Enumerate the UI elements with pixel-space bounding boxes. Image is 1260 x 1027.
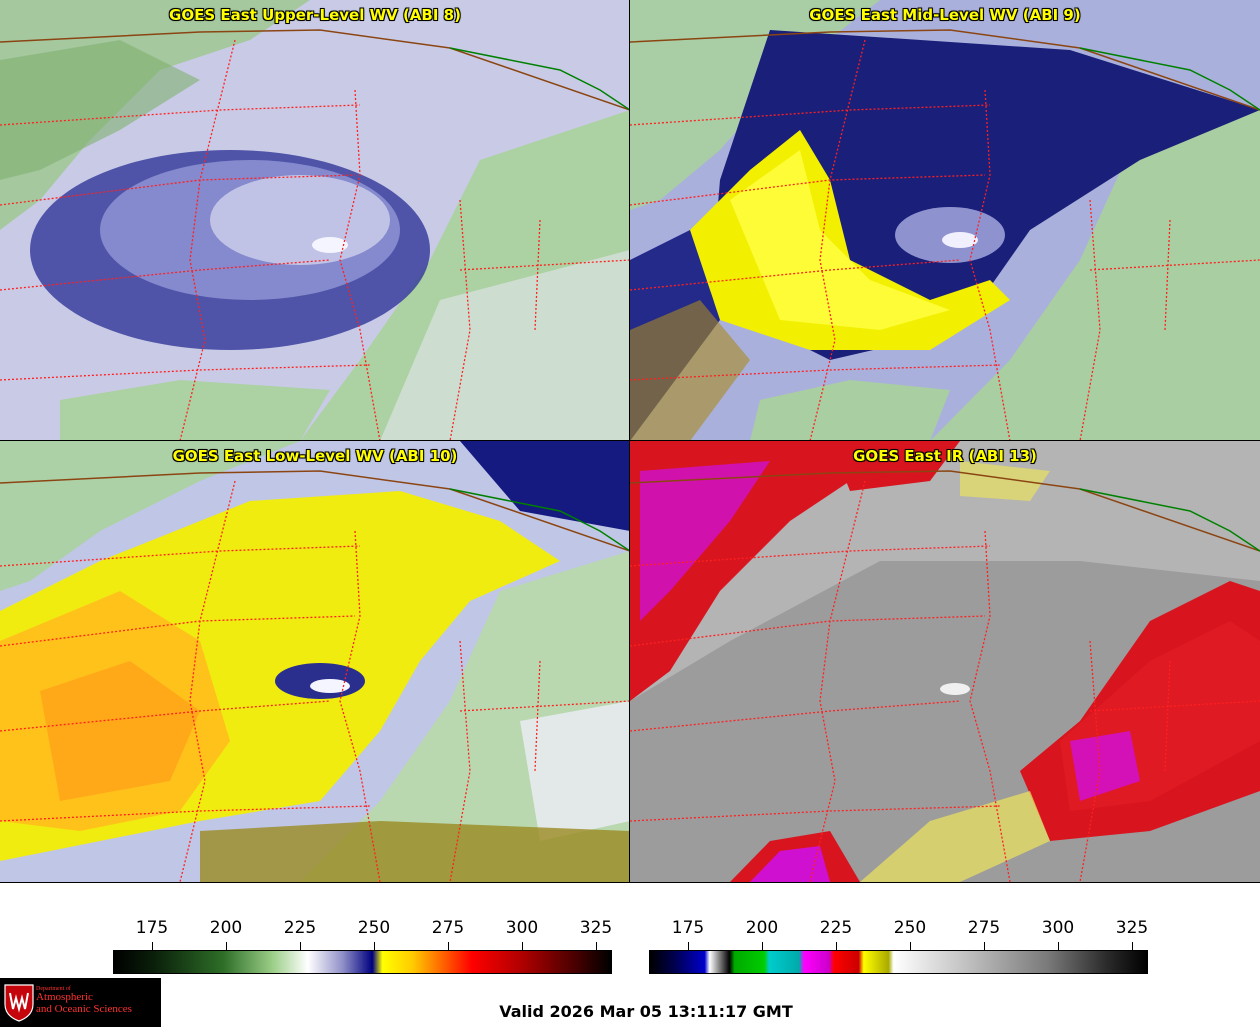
tick-label: 200 — [745, 918, 779, 938]
ir-colorbar — [649, 950, 1148, 974]
logo-line-1: Department of — [36, 986, 71, 992]
aos-logo[interactable]: Department of Atmospheric and Oceanic Sc… — [0, 978, 161, 1027]
low-level-wv-panel: GOES East Low-Level WV (ABI 10) — [0, 440, 631, 883]
tick-mark — [688, 942, 689, 950]
tick-label: 225 — [819, 918, 853, 938]
tick-mark — [522, 942, 523, 950]
panel-title: GOES East Low-Level WV (ABI 10) — [172, 447, 458, 465]
ir-image — [630, 441, 1260, 882]
logo-line-2: Atmospheric — [36, 991, 93, 1004]
tick-mark — [374, 942, 375, 950]
tick-mark — [1132, 942, 1133, 950]
tick-mark — [762, 942, 763, 950]
tick-label: 275 — [431, 918, 465, 938]
tick-mark — [300, 942, 301, 950]
tick-label: 325 — [579, 918, 613, 938]
mid-level-wv-panel: GOES East Mid-Level WV (ABI 9) — [629, 0, 1260, 442]
tick-mark — [448, 942, 449, 950]
tick-label: 250 — [357, 918, 391, 938]
panel-title: GOES East Upper-Level WV (ABI 8) — [169, 6, 461, 24]
tick-mark — [910, 942, 911, 950]
tick-mark — [596, 942, 597, 950]
upper-level-wv-image — [0, 0, 630, 441]
tick-label: 275 — [967, 918, 1001, 938]
tick-mark — [1058, 942, 1059, 950]
tick-label: 300 — [1041, 918, 1075, 938]
valid-time: Valid 2026 Mar 05 13:11:17 GMT — [499, 1002, 793, 1021]
panel-title: GOES East IR (ABI 13) — [853, 447, 1037, 465]
tick-label: 175 — [135, 918, 169, 938]
tick-mark — [226, 942, 227, 950]
tick-label: 175 — [671, 918, 705, 938]
tick-label: 325 — [1115, 918, 1149, 938]
panel-title: GOES East Mid-Level WV (ABI 9) — [809, 6, 1081, 24]
tick-mark — [152, 942, 153, 950]
logo-line-3: and Oceanic Sciences — [36, 1002, 132, 1015]
logo-text: Department of Atmospheric and Oceanic Sc… — [36, 986, 132, 1015]
tick-label: 225 — [283, 918, 317, 938]
tick-mark — [836, 942, 837, 950]
tick-label: 250 — [893, 918, 927, 938]
wv-colorbar — [113, 950, 612, 974]
mid-level-wv-image — [630, 0, 1260, 441]
ir-panel: GOES East IR (ABI 13) — [629, 440, 1260, 883]
uw-crest-icon — [4, 984, 34, 1022]
tick-mark — [984, 942, 985, 950]
low-level-wv-image — [0, 441, 630, 882]
upper-level-wv-panel: GOES East Upper-Level WV (ABI 8) — [0, 0, 631, 442]
tick-label: 300 — [505, 918, 539, 938]
tick-label: 200 — [209, 918, 243, 938]
